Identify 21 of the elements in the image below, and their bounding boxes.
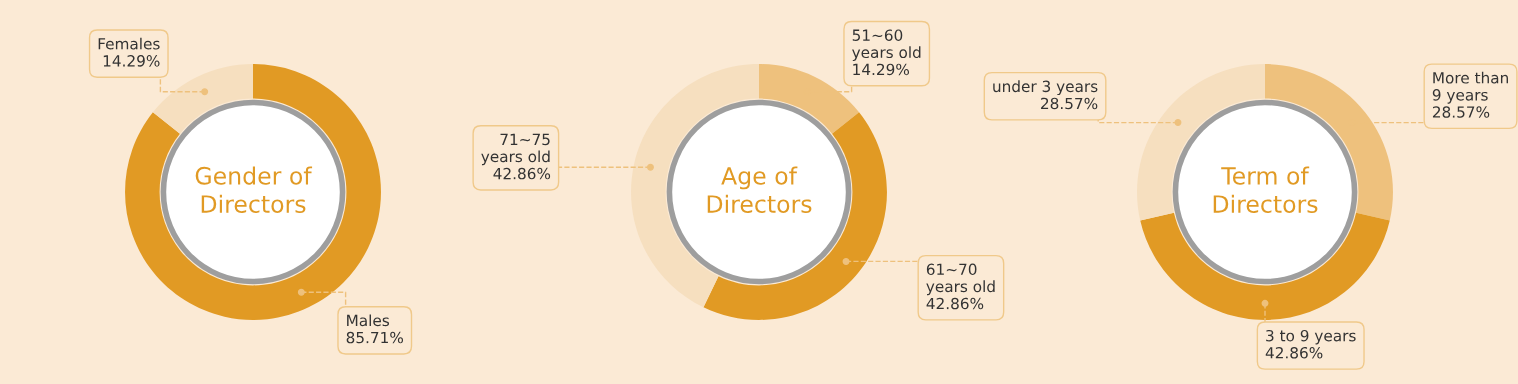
data-label: 42.86%: [926, 297, 984, 310]
donut-slice: [1140, 212, 1390, 320]
data-label: 42.86%: [493, 167, 551, 180]
slice-label: under 3 years: [993, 80, 1098, 96]
slice-label: Females: [98, 37, 160, 50]
donut-slice: [703, 112, 887, 320]
data-label: 14.29%: [853, 63, 910, 76]
text: Term of Directors: [1213, 166, 1318, 213]
slice-label: 3 to 9 years: [1266, 329, 1356, 345]
data-label: 85.71%: [346, 331, 404, 344]
text: Age of Directors: [707, 166, 812, 213]
data-label: 14.29%: [103, 55, 160, 67]
data-label: 28.57%: [1041, 97, 1098, 110]
slice-label: 61~70 years old: [926, 263, 995, 296]
slice-label: More than 9 years: [1432, 71, 1508, 104]
data-label: 42.86%: [1265, 347, 1323, 359]
text: Gender of Directors: [195, 166, 313, 213]
slice-label: Males: [347, 314, 390, 327]
slice-label: 51~60 years old: [852, 29, 921, 62]
slice-label: 71~75 years old: [481, 133, 550, 166]
data-label: 28.57%: [1432, 106, 1490, 118]
